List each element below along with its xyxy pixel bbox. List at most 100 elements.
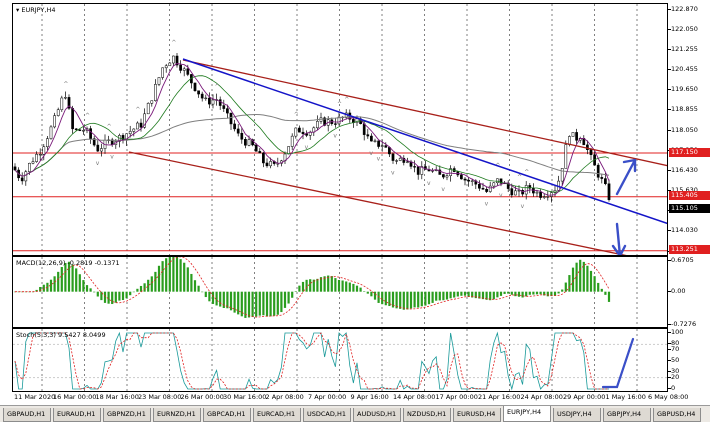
candle [470, 178, 474, 186]
bull-candle-body [146, 103, 150, 115]
bull-candle-body [154, 84, 157, 101]
symbol-tab[interactable]: EURUSD,H4 [453, 408, 501, 422]
symbol-tab[interactable]: GBPUSD,H4 [653, 408, 701, 422]
macd-tick-label: 0.00 [667, 286, 686, 295]
macd-histogram-bar [571, 267, 575, 292]
macd-histogram-bar [208, 291, 211, 302]
macd-histogram-bar [435, 291, 438, 301]
time-tick-label: 23 Mar 08:00 [138, 393, 182, 401]
symbol-tab[interactable]: USDCAD,H1 [303, 408, 351, 422]
symbol-tab[interactable]: EURJPY,H4 [503, 406, 551, 422]
symbol-tab[interactable]: EURAUD,H1 [53, 408, 101, 422]
candle [564, 140, 568, 169]
macd-histogram-bar [111, 291, 114, 305]
stochastic-canvas [13, 329, 667, 391]
macd-histogram-bar [301, 281, 305, 292]
macd-histogram-bar [323, 276, 326, 292]
symbol-tab[interactable]: USDJPY,H4 [553, 408, 601, 422]
macd-histogram-bar [312, 279, 315, 292]
time-axis[interactable]: 11 Mar 2020 16 Mar 00:00 18 Mar 16:00 23 Ma… [12, 392, 688, 404]
bear-candle-body [402, 157, 406, 163]
candle [154, 79, 157, 102]
bear-candle-body [254, 144, 258, 152]
macd-histogram-bar [60, 266, 63, 292]
bear-candle-body [604, 178, 607, 185]
bear-candle-body [301, 131, 305, 135]
symbol-dropdown-icon[interactable]: ▾ [16, 6, 20, 14]
macd-histogram-bar [355, 285, 359, 292]
macd-histogram-bar [525, 291, 528, 297]
bear-candle-body [78, 129, 82, 132]
macd-histogram-bar [161, 261, 164, 292]
candle [200, 91, 204, 102]
bear-candle-body [589, 149, 593, 155]
macd-histogram-bar [136, 288, 139, 292]
symbol-tab[interactable]: EURCAD,H1 [253, 408, 301, 422]
macd-histogram-bar [309, 279, 312, 292]
macd-histogram-bar [262, 291, 265, 316]
time-tick-label: 9 Apr 16:00 [350, 393, 389, 401]
time-tick-label: 18 Mar 16:00 [95, 393, 139, 401]
macd-histogram-bar [39, 286, 42, 292]
symbol-tab[interactable]: GBPCAD,H1 [203, 408, 251, 422]
fractal-up-marker: ^ [294, 112, 299, 119]
bull-candle-body [294, 127, 298, 137]
fractal-down-marker: v [521, 203, 525, 210]
symbol-tab[interactable]: NZDUSD,H1 [403, 408, 451, 422]
bull-candle-body [355, 118, 359, 123]
bull-candle-body [395, 160, 398, 162]
macd-histogram-bar [481, 291, 485, 300]
macd-histogram-bar [352, 283, 355, 292]
bull-candle-body [247, 139, 251, 146]
candle [485, 186, 488, 194]
bear-candle-body [218, 99, 222, 106]
macd-histogram-bar [82, 280, 85, 292]
price-tick-label: 122.870 [668, 4, 698, 13]
candle [168, 61, 172, 67]
stochastic-pane[interactable]: Stoch(5,3,3) 9.5427 8.0499 [12, 328, 668, 392]
macd-histogram-bar [168, 257, 171, 292]
bull-candle-body [46, 138, 49, 148]
candle [132, 128, 136, 137]
macd-histogram-bar [139, 285, 143, 292]
macd-histogram-bar [118, 291, 121, 301]
stochastic-tick-label: 80 [667, 339, 680, 348]
bear-candle-body [370, 135, 373, 142]
macd-histogram-bar [427, 291, 431, 305]
bull-candle-body [449, 168, 452, 176]
symbol-tab[interactable]: EURNZD,H1 [153, 408, 201, 422]
symbol-tab[interactable]: GBPNZD,H1 [103, 408, 151, 422]
candle [305, 130, 308, 138]
macd-histogram-bar [442, 291, 445, 301]
current-price-flag: 115.105 [669, 204, 710, 214]
bear-candle-body [298, 127, 301, 133]
bull-candle-body [172, 55, 175, 64]
bull-candle-body [290, 135, 294, 147]
macd-histogram-bar [445, 291, 449, 300]
candle [240, 127, 244, 144]
candle [244, 136, 247, 149]
bear-candle-body [265, 162, 269, 167]
time-tick-label: 17 Apr 00:00 [435, 393, 478, 401]
price-axis[interactable]: 122.870 122.050 121.255 120.455 119.650 118.8… [668, 3, 710, 256]
symbol-tab[interactable]: GBPJPY,H4 [603, 408, 651, 422]
time-tick-label: 21 Apr 16:00 [478, 393, 521, 401]
macd-pane[interactable]: MACD(12,26,9) -0.2819 -0.1371 [12, 256, 668, 328]
price-tick-label: 118.050 [668, 125, 698, 134]
candle [164, 63, 168, 73]
channel-lower-line [128, 151, 627, 255]
symbol-tab[interactable]: GBPAUD,H1 [3, 408, 51, 422]
symbol-tab[interactable]: AUDUSD,H1 [353, 408, 401, 422]
macd-histogram-bar [175, 257, 179, 292]
macd-histogram-bar [453, 291, 456, 298]
time-tick-label: 16 Mar 00:00 [53, 393, 97, 401]
bull-candle-body [82, 130, 85, 132]
bear-candle-body [510, 188, 514, 196]
candle [110, 137, 114, 147]
candle [395, 159, 398, 165]
macd-histogram-bar [147, 279, 150, 292]
macd-histogram-bar [399, 291, 402, 309]
macd-histogram-bar [172, 257, 175, 292]
candle [442, 173, 445, 180]
